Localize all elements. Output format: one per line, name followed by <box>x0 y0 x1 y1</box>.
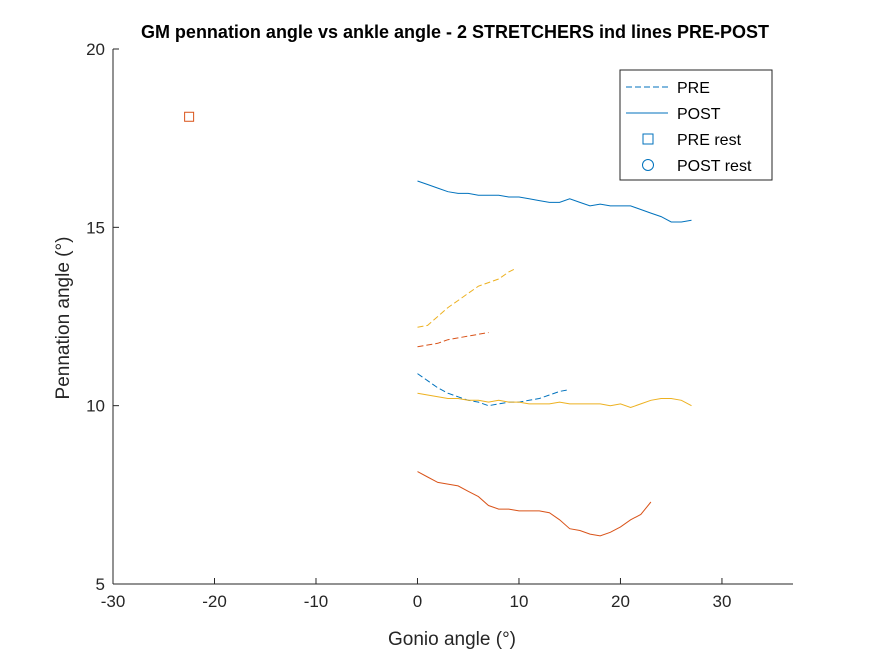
x-tick-label: -20 <box>202 592 227 611</box>
legend-symbol-post-rest <box>642 159 654 171</box>
series-line-4 <box>417 471 652 537</box>
legend-label: POST rest <box>677 158 752 175</box>
legend-box <box>619 69 773 181</box>
chart-title: GM pennation angle vs ankle angle - 2 ST… <box>141 22 769 42</box>
series-line-1 <box>417 332 489 348</box>
y-tick-label: 20 <box>86 40 105 59</box>
y-axis-label: Pennation angle (°) <box>53 237 74 400</box>
series-line-3 <box>417 180 692 223</box>
x-axis-label: Gonio angle (°) <box>388 629 516 650</box>
legend-label: PRE <box>677 80 710 97</box>
markers-layer <box>184 111 195 122</box>
x-tick-label: 0 <box>413 592 422 611</box>
x-tick-label: 10 <box>510 592 529 611</box>
axes-layer: -30 -20 -10 0 10 20 30 5 10 15 20 <box>86 40 793 611</box>
legend: PRE POST PRE rest POST rest <box>619 69 773 181</box>
series-line-0 <box>417 373 570 407</box>
legend-symbol-pre-rest <box>642 133 654 145</box>
x-tick-label: 30 <box>712 592 731 611</box>
x-tick-label: -10 <box>304 592 329 611</box>
legend-items: PRE POST PRE rest POST rest <box>626 80 752 175</box>
x-tick-label: 20 <box>611 592 630 611</box>
legend-label: POST <box>677 106 721 123</box>
series-layer <box>417 180 692 537</box>
series-line-2 <box>417 267 517 328</box>
rest-marker-0 <box>184 111 195 122</box>
y-tick-label: 10 <box>86 397 105 416</box>
y-tick-label: 5 <box>96 575 105 594</box>
x-tick-label: -30 <box>101 592 126 611</box>
y-tick-label: 15 <box>86 218 105 237</box>
series-line-5 <box>417 392 692 409</box>
legend-label: PRE rest <box>677 132 742 149</box>
